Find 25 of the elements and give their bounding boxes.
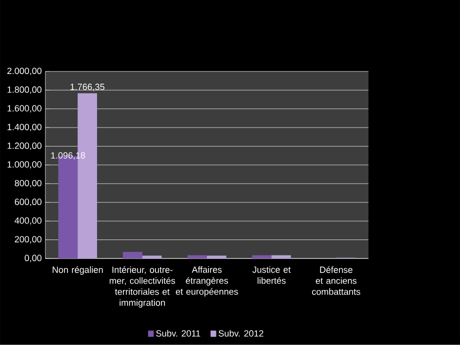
- y-tick-label: 1.800,00: [8, 86, 42, 94]
- y-tick-label: 1.600,00: [8, 105, 42, 113]
- y-tick-label: 200,00: [14, 236, 42, 244]
- bar: [188, 255, 207, 259]
- bar: [272, 255, 291, 259]
- y-tick-label: 2.000,00: [7, 68, 42, 76]
- y-tick-label: 600,00: [14, 198, 42, 206]
- data-label: 1.766,35: [70, 84, 104, 92]
- x-tick-label: Affaires étrangères et européennes: [176, 266, 238, 297]
- x-tick-label: Défense et anciens combattants: [312, 266, 360, 295]
- y-tick-label: 400,00: [14, 217, 42, 225]
- y-tick-label: 0,00: [24, 254, 42, 262]
- x-tick-label: Non régalien: [52, 266, 103, 275]
- bar: [142, 256, 162, 259]
- x-tick-label: Justice et libertés: [252, 266, 291, 284]
- bar: [206, 256, 226, 259]
- legend-label: Subv. 2011: [156, 330, 200, 337]
- y-tick-label: 1.200,00: [8, 142, 42, 150]
- bar: [252, 255, 272, 259]
- bar: [122, 252, 142, 259]
- y-tick-label: 1.000,00: [8, 161, 42, 169]
- legend-label: Subv. 2012: [218, 330, 264, 337]
- x-tick-label: Intérieur, outre-mer, collectivités territoriales et immigration: [110, 266, 176, 308]
- y-tick-label: 1.400,00: [8, 124, 42, 132]
- y-tick-label: 800,00: [14, 180, 42, 188]
